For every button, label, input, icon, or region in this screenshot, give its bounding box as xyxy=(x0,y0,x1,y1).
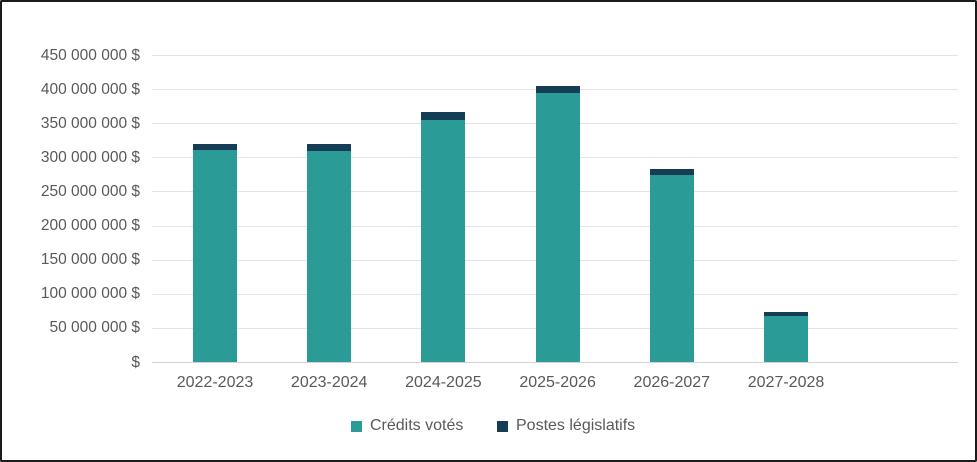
bar-segment-credits-votes xyxy=(193,149,237,362)
y-axis-tick-label: 300 000 000 $ xyxy=(40,148,140,166)
bar-segment-postes-legislatifs xyxy=(421,111,466,120)
legend-swatch-icon xyxy=(497,420,508,432)
y-axis-tick-label: 150 000 000 $ xyxy=(40,251,140,269)
x-axis-category-label: 2022-2023 xyxy=(176,374,254,391)
legend-label: Crédits votés xyxy=(370,417,464,434)
y-axis-tick-label: 200 000 000 $ xyxy=(40,217,140,235)
x-axis-line xyxy=(152,362,958,363)
legend-label: Postes législatifs xyxy=(516,417,636,434)
bar-segment-postes-legislatifs xyxy=(193,143,237,150)
x-axis-category-label: 2026-2027 xyxy=(633,374,711,391)
bar-segment-postes-legislatifs xyxy=(764,312,808,317)
x-axis-category-label: 2027-2028 xyxy=(747,374,825,391)
y-axis-tick-label: 350 000 000 $ xyxy=(40,114,140,132)
y-axis-tick-label: 100 000 000 $ xyxy=(40,285,140,303)
chart-legend: Crédits votés Postes législatifs xyxy=(2,416,975,438)
legend-item: Crédits votés xyxy=(351,416,463,436)
bar-segment-credits-votes xyxy=(307,151,352,362)
y-axis-tick-label: $ xyxy=(131,353,140,371)
bar-segment-credits-votes xyxy=(535,93,580,362)
x-axis-category-label: 2024-2025 xyxy=(405,374,482,391)
y-axis-tick-label: 50 000 000 $ xyxy=(49,319,140,337)
x-axis-category-label: 2023-2024 xyxy=(290,374,368,391)
bar-segment-postes-legislatifs xyxy=(307,144,352,152)
y-axis-tick-label: 400 000 000 $ xyxy=(40,80,140,98)
bar-segment-credits-votes xyxy=(421,119,466,362)
legend-item: Postes législatifs xyxy=(497,416,635,436)
legend-swatch-icon xyxy=(351,420,362,432)
gridline xyxy=(152,55,958,56)
y-axis-tick-label: 450 000 000 $ xyxy=(40,46,140,64)
x-axis-category-label: 2025-2026 xyxy=(519,374,596,391)
bar-segment-credits-votes xyxy=(649,175,694,362)
bar-segment-postes-legislatifs xyxy=(649,168,694,176)
bar-segment-postes-legislatifs xyxy=(535,86,580,94)
bar-segment-credits-votes xyxy=(764,316,808,362)
y-axis-tick-label: 250 000 000 $ xyxy=(40,182,140,200)
